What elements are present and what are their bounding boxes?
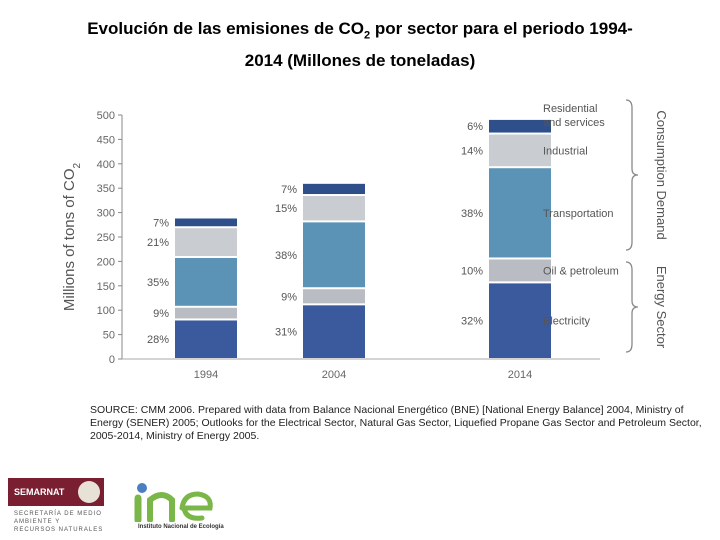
y-tick-label: 450 <box>97 134 115 146</box>
bar-segment <box>303 289 365 304</box>
y-tick-label: 150 <box>97 281 115 293</box>
bar-segment <box>303 305 365 358</box>
y-axis-label-text: Millions of tons of CO <box>61 169 78 312</box>
ine-subtitle: Instituto Nacional de Ecología <box>138 524 224 530</box>
energy-sector-brace <box>625 261 639 353</box>
y-tick-label: 100 <box>97 305 115 317</box>
percent-label: 9% <box>281 291 297 303</box>
percent-label: 6% <box>467 121 483 133</box>
semarnat-subtitle: SECRETARÍA DE MEDIO AMBIENTE Y RECURSOS … <box>14 511 104 533</box>
bar-segment <box>175 320 237 358</box>
semarnat-logo-box: SEMARNAT <box>8 478 104 506</box>
legend-label: Industrial <box>543 145 588 157</box>
y-tick-label: 200 <box>97 256 115 268</box>
y-tick-label: 400 <box>97 159 115 171</box>
y-tick-label: 350 <box>97 183 115 195</box>
x-tick-label: 2014 <box>508 369 532 381</box>
consumption-demand-brace <box>625 99 639 251</box>
ine-logo-mark <box>134 483 213 524</box>
percent-label: 35% <box>147 277 169 289</box>
y-tick-label: 500 <box>97 110 115 122</box>
percent-label: 9% <box>153 308 169 320</box>
y-tick-label: 300 <box>97 208 115 220</box>
bar-segment <box>489 259 551 282</box>
legend-label: Electricity <box>543 316 591 328</box>
bar-segment <box>489 134 551 167</box>
percent-label: 31% <box>275 327 297 339</box>
page-title: Evolución de las emisiones de CO2 por se… <box>0 16 720 73</box>
percent-label: 10% <box>461 265 483 277</box>
bar-segment <box>175 307 237 319</box>
bar-segment <box>303 183 365 195</box>
legend-label: and services <box>543 117 605 129</box>
title-line1: Evolución de las emisiones de CO <box>87 19 365 38</box>
percent-label: 32% <box>461 316 483 328</box>
percent-label: 7% <box>153 217 169 229</box>
percent-label: 38% <box>461 208 483 220</box>
percent-label: 28% <box>147 334 169 346</box>
semarnat-logo-text: SEMARNAT <box>14 487 65 497</box>
bar-segment <box>489 168 551 258</box>
bar-segment <box>175 258 237 306</box>
legend-label: Residential <box>543 103 597 115</box>
percent-label: 21% <box>147 237 169 249</box>
bar-segment <box>175 218 237 227</box>
title-line2: 2014 (Millones de toneladas) <box>244 51 476 71</box>
y-tick-label: 50 <box>103 330 115 342</box>
x-tick-label: 1994 <box>194 369 218 381</box>
bar-segment <box>489 119 551 133</box>
legend-label: Transportation <box>543 208 614 220</box>
bar-segment <box>303 196 365 221</box>
y-tick-label: 0 <box>109 354 115 366</box>
bar-segment <box>175 228 237 257</box>
x-tick-label: 2004 <box>322 369 346 381</box>
group-label: Consumption Demand <box>654 110 669 239</box>
percent-label: 15% <box>275 203 297 215</box>
percent-label: 38% <box>275 250 297 262</box>
group-label: Energy Sector <box>654 266 669 349</box>
percent-label: 14% <box>461 145 483 157</box>
source-note: SOURCE: CMM 2006. Prepared with data fro… <box>90 404 702 442</box>
title-line1-end: por sector para el periodo 1994- <box>370 19 633 38</box>
stacked-bar-chart: 0 50 100 150 200 250 300 350 400 450 500 Millions o… <box>61 99 669 381</box>
ine-logo: Instituto Nacional de Ecología <box>132 476 232 536</box>
y-axis-label-subscript: 2 <box>72 163 83 169</box>
y-tick-label: 250 <box>97 232 115 244</box>
bar-segment <box>489 283 551 358</box>
y-axis-label: Millions of tons of CO2 <box>61 163 83 312</box>
legend-label: Oil & petroleum <box>543 265 619 277</box>
bar-segment <box>303 222 365 288</box>
semarnat-logo: SEMARNAT SECRETARÍA DE MEDIO AMBIENTE Y … <box>8 478 104 536</box>
coat-of-arms-icon <box>78 481 100 503</box>
title-subscript: 2 <box>364 29 371 42</box>
percent-label: 7% <box>281 184 297 196</box>
